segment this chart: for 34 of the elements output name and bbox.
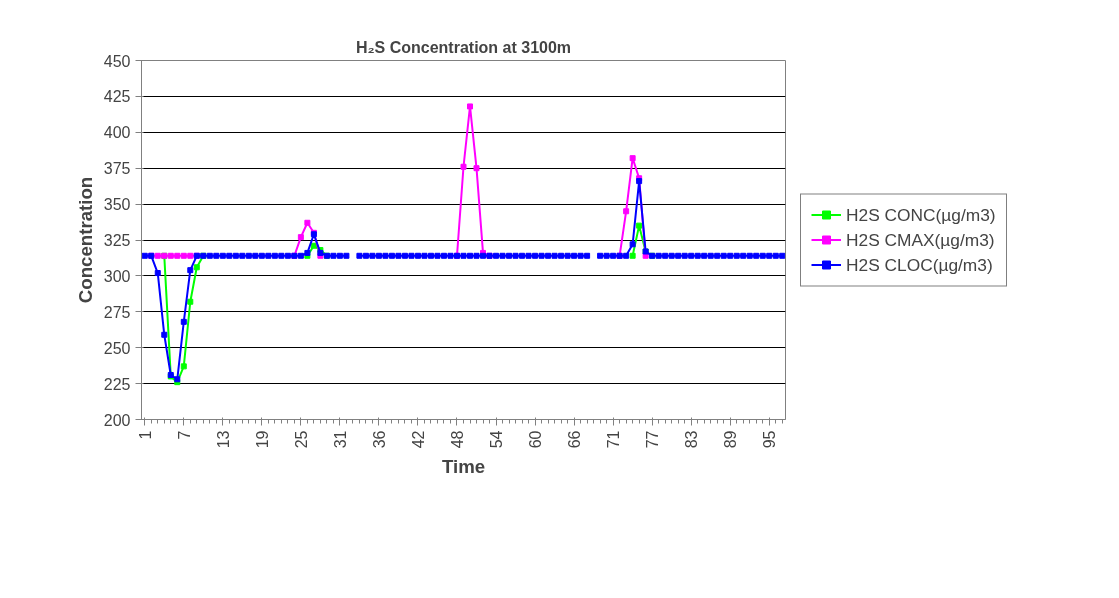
legend-label: H2S CONC(µg/m3) xyxy=(846,204,996,225)
y-axis-title: Concentration xyxy=(74,176,96,304)
x-tick-label: 7 xyxy=(175,430,193,440)
chart-title: H₂S Concentration at 3100m xyxy=(355,38,572,56)
x-tick-label: 1 xyxy=(136,430,154,440)
x-tick-label: 83 xyxy=(683,430,701,449)
y-tick-label: 400 xyxy=(103,124,131,142)
x-tick-label: 54 xyxy=(488,430,506,449)
y-tick-label: 300 xyxy=(103,267,131,285)
y-tick-label: 350 xyxy=(103,196,131,214)
y-tick-label: 200 xyxy=(103,411,131,429)
x-tick-label: 60 xyxy=(527,430,545,449)
legend-label: H2S CMAX(µg/m3) xyxy=(846,229,995,250)
x-tick-label: 13 xyxy=(214,430,232,449)
x-axis-title: Time xyxy=(441,456,486,478)
y-tick-label: 425 xyxy=(103,88,131,106)
y-tick-label: 325 xyxy=(103,232,131,249)
y-tick-label: 450 xyxy=(103,52,131,70)
y-tick-label: 275 xyxy=(103,303,131,321)
x-tick-label: 25 xyxy=(292,430,310,449)
x-tick-label: 66 xyxy=(566,430,584,449)
x-tick-label: 89 xyxy=(722,430,740,449)
x-tick-label: 77 xyxy=(644,430,662,449)
x-tick-label: 19 xyxy=(253,430,271,449)
y-tick-label: 375 xyxy=(103,160,131,178)
x-tick-label: 95 xyxy=(761,430,779,449)
x-tick-label: 42 xyxy=(409,430,427,449)
y-tick-label: 225 xyxy=(103,375,131,393)
x-tick-label: 31 xyxy=(331,430,349,449)
y-tick-label: 250 xyxy=(103,339,131,357)
x-tick-label: 36 xyxy=(370,430,388,449)
x-tick-label: 48 xyxy=(448,430,466,449)
x-tick-label: 71 xyxy=(605,430,623,449)
legend-label: H2S CLOC(µg/m3) xyxy=(846,254,993,275)
